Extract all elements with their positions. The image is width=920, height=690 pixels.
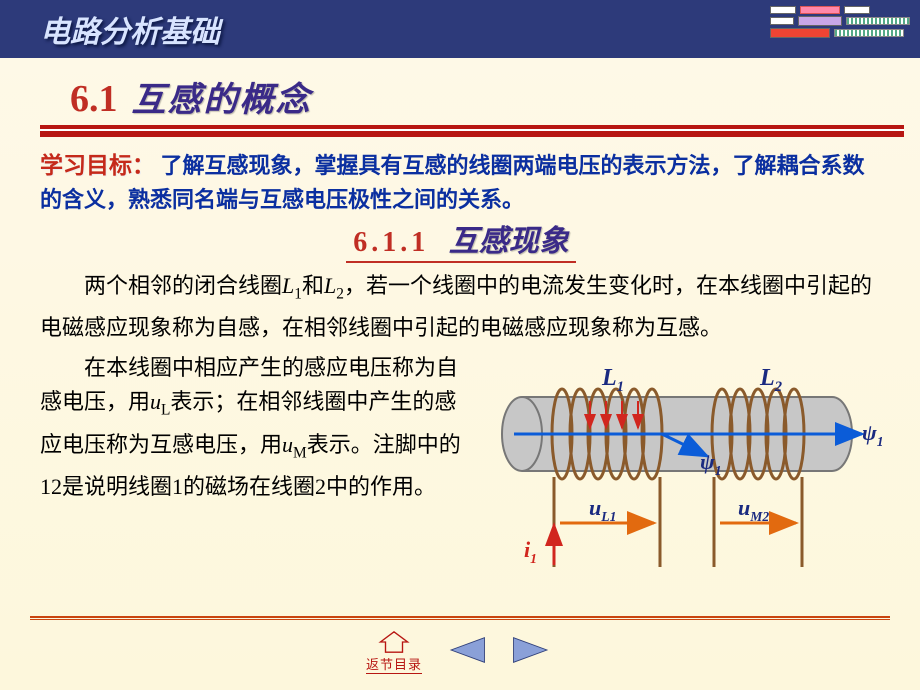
section-rule <box>40 125 904 131</box>
nav-prev-button[interactable] <box>444 634 488 671</box>
p1-L2-sub: 2 <box>336 285 344 302</box>
two-column-row: 在本线圈中相应产生的感应电压称为自感电压，用uL表示；在相邻线圈中产生的感应电压… <box>40 351 882 577</box>
mutual-inductance-diagram: L1L2ψ1ψ12uL1uM2i1 <box>482 351 882 577</box>
subsection-heading: 6.1.1 互感现象 <box>40 225 882 263</box>
paragraph-2: 在本线圈中相应产生的感应电压称为自感电压，用uL表示；在相邻线圈中产生的感应电压… <box>40 351 464 504</box>
p1-mid: 和 <box>302 273 324 298</box>
subsection-rule <box>346 261 576 263</box>
svg-text:uM2: uM2 <box>738 495 769 524</box>
p2-uM-sub: M <box>293 444 307 461</box>
section-number: 6.1 <box>70 77 118 121</box>
section-heading: 6.1 互感的概念 <box>0 58 920 125</box>
corner-decoration <box>770 6 910 52</box>
subsection-title: 互感现象 <box>449 225 569 258</box>
paragraph-1: 两个相邻的闭合线圈L1和L2，若一个线圈中的电流发生变化时，在本线圈中引起的电磁… <box>40 269 882 345</box>
nav-home-label: 返节目录 <box>366 654 422 674</box>
section-title: 互感的概念 <box>132 72 312 121</box>
bottom-rule <box>30 616 890 620</box>
arrow-right-icon <box>510 634 554 666</box>
nav-home-button[interactable]: 返节目录 <box>366 630 422 674</box>
body: 学习目标： 了解互感现象，掌握具有互感的线圈两端电压的表示方法，了解耦合系数的含… <box>0 145 920 577</box>
subsection-number: 6.1.1 <box>353 227 429 258</box>
nav-next-button[interactable] <box>510 634 554 671</box>
learning-objective: 学习目标： 了解互感现象，掌握具有互感的线圈两端电压的表示方法，了解耦合系数的含… <box>40 149 882 217</box>
svg-text:i1: i1 <box>524 537 537 566</box>
objective-label: 学习目标： <box>40 153 155 178</box>
p2-uL: u <box>150 389 161 414</box>
p1-t1: 两个相邻的闭合线圈 <box>84 273 282 298</box>
p1-L2: L <box>324 273 336 298</box>
svg-text:ψ12: ψ12 <box>862 420 882 449</box>
arrow-left-icon <box>444 634 488 666</box>
navigation-bar: 返节目录 <box>0 630 920 674</box>
main-title: 电路分析基础 <box>40 7 220 51</box>
top-banner: 电路分析基础 <box>0 0 920 58</box>
p2-uM: u <box>282 432 293 457</box>
svg-text:L1: L1 <box>601 365 624 395</box>
p1-L1: L <box>282 273 294 298</box>
svg-text:uL1: uL1 <box>589 495 616 524</box>
p1-L1-sub: 1 <box>294 285 302 302</box>
svg-text:L2: L2 <box>759 365 783 395</box>
home-icon <box>377 630 411 654</box>
p2-uL-sub: L <box>161 402 170 419</box>
objective-text: 了解互感现象，掌握具有互感的线圈两端电压的表示方法，了解耦合系数的含义，熟悉同名… <box>40 153 865 212</box>
